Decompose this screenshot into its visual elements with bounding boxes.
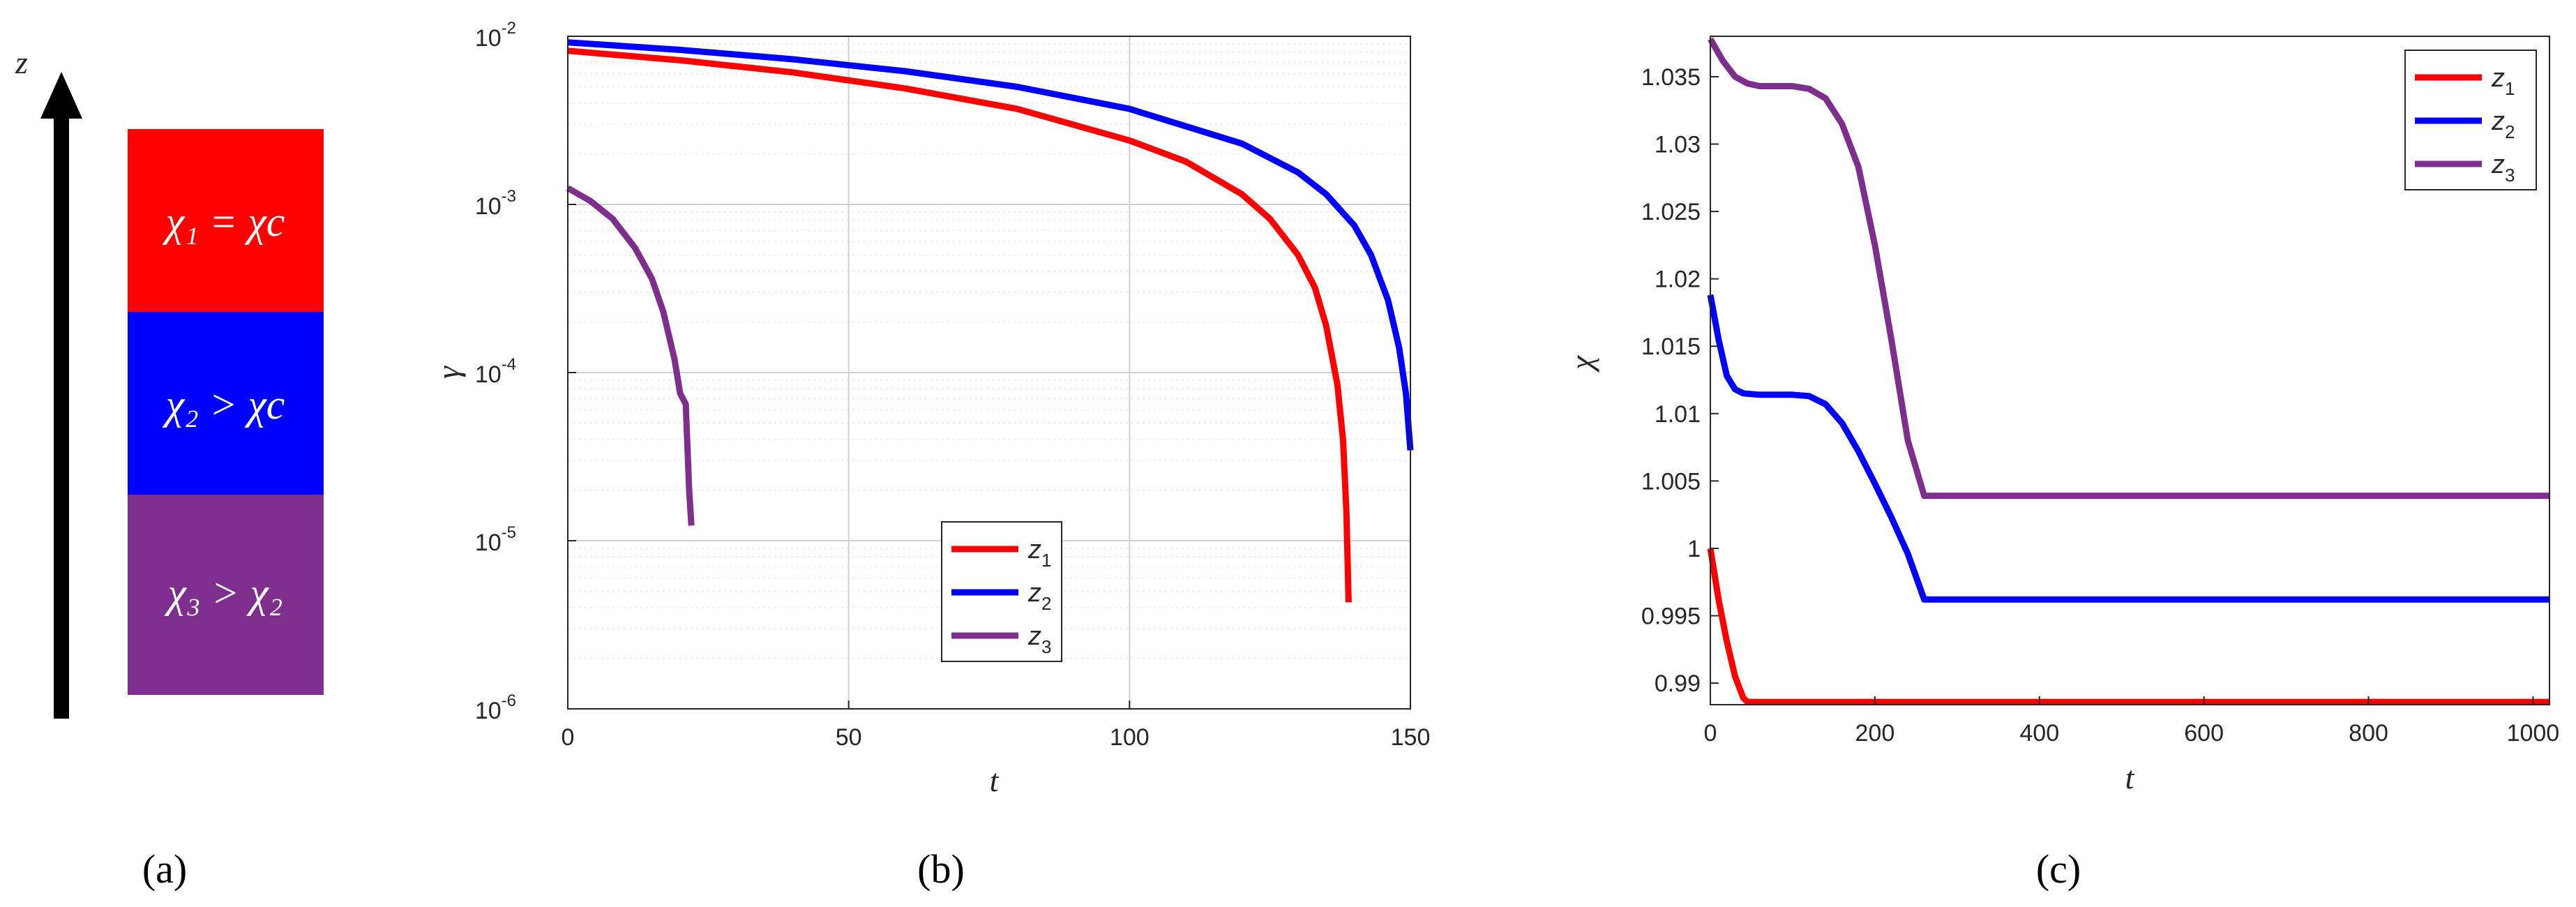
y-tick-label: 1.025 — [1641, 199, 1701, 225]
layer-1-label: χ₁ = χc — [163, 199, 285, 245]
chart-c-ylabel: χ — [1564, 354, 1599, 373]
series-line — [1708, 37, 2549, 500]
panel-label-a: (a) — [142, 846, 187, 892]
y-tick-label: 1.02 — [1655, 267, 1701, 293]
y-tick-label: 1 — [1687, 536, 1701, 562]
y-tick-label: 10-3 — [475, 187, 516, 220]
legend-entry-name: z — [2491, 107, 2505, 136]
y-tick-label: 10-6 — [475, 691, 516, 724]
y-tick-base: 10 — [475, 25, 502, 52]
panel-label-c: (c) — [2036, 846, 2081, 892]
y-tick-label: 10-4 — [475, 355, 516, 388]
y-tick-exp: -2 — [502, 19, 516, 38]
x-tick-label: 800 — [2349, 720, 2388, 747]
legend-entry-name: z — [1027, 578, 1041, 608]
legend-entry-sub: 2 — [1041, 593, 1051, 614]
series-line — [1707, 294, 2549, 603]
x-tick-label: 0 — [562, 724, 575, 751]
z-axis-arrow-head — [40, 72, 82, 119]
y-tick-label: 0.99 — [1655, 670, 1701, 697]
y-tick-exp: -4 — [502, 355, 516, 374]
legend-entry: z2 — [1027, 578, 1051, 614]
y-tick-label: 1.015 — [1641, 333, 1701, 360]
chart-c-frame — [1710, 36, 2550, 705]
legend-entry-sub: 3 — [2505, 165, 2515, 186]
legend-entry: z1 — [1027, 535, 1051, 571]
layer-3-label: χ₃ > χ₂ — [165, 570, 283, 616]
layer-1-box — [128, 129, 324, 312]
x-tick-label: 1000 — [2507, 720, 2560, 747]
legend-entry-sub: 1 — [1041, 550, 1051, 571]
chart-c-xlabel: t — [2125, 760, 2135, 795]
y-tick-base: 10 — [475, 193, 502, 220]
series-line — [1707, 548, 2549, 705]
legend-entry: z2 — [2491, 107, 2515, 142]
y-tick-label: 0.995 — [1641, 604, 1701, 630]
legend-entry-name: z — [2491, 63, 2505, 93]
y-tick-exp: -6 — [502, 691, 516, 710]
legend-entry-sub: 2 — [2505, 121, 2515, 142]
chart-c-ticks: 0 200 400 600 800 1000 0.99 0.995 1 1.005 1.01 1.01… — [1641, 64, 2559, 747]
x-tick-label: 100 — [1110, 724, 1150, 751]
y-tick-label: 10-5 — [475, 523, 516, 556]
y-tick-label: 1.01 — [1655, 401, 1701, 428]
series-line — [567, 39, 1414, 451]
x-tick-label: 150 — [1391, 724, 1431, 751]
series-line — [567, 47, 1352, 603]
y-tick-label: 1.03 — [1655, 132, 1701, 158]
x-tick-label: 600 — [2184, 720, 2224, 747]
legend-entry-name: z — [2491, 150, 2505, 179]
x-tick-label: 0 — [1704, 720, 1717, 747]
legend-entry-name: z — [1027, 622, 1041, 651]
y-tick-base: 10 — [475, 698, 502, 724]
chart-b-ylabel: γ — [430, 365, 466, 379]
y-tick-exp: -5 — [502, 523, 516, 542]
legend-entry-sub: 1 — [2505, 78, 2515, 99]
x-tick-label: 200 — [1855, 720, 1895, 747]
legend-entry: z1 — [2491, 63, 2515, 99]
layer-2-box — [128, 312, 324, 495]
chart-b-series — [566, 39, 1414, 603]
y-tick-label: 1.035 — [1641, 64, 1701, 91]
legend-entry-sub: 3 — [1041, 636, 1051, 657]
series-line — [566, 185, 695, 526]
legend-entry: z3 — [2491, 150, 2515, 186]
y-tick-label: 10-2 — [475, 19, 516, 52]
legend-entry-name: z — [1027, 535, 1041, 564]
layer-2-label: χ₂ > χc — [163, 382, 285, 428]
x-tick-label: 50 — [836, 724, 862, 751]
y-tick-base: 10 — [475, 530, 502, 556]
x-tick-label: 400 — [2019, 720, 2059, 747]
chart-c-series — [1707, 37, 2549, 705]
y-tick-exp: -3 — [502, 187, 516, 206]
z-axis-label: z — [15, 45, 28, 80]
y-tick-label: 1.005 — [1641, 468, 1701, 495]
panel-a: z χ₁ = χc χ₂ > χc χ₃ > χ₂ — [15, 45, 324, 719]
chart-c: 0 200 400 600 800 1000 0.99 0.995 1 1.005 1.01 1.01… — [1564, 36, 2559, 795]
panel-label-b: (b) — [917, 846, 965, 892]
chart-b-xlabel: t — [990, 763, 1000, 798]
legend-entry: z3 — [1027, 622, 1051, 657]
y-tick-base: 10 — [475, 361, 502, 388]
layer-3-box — [128, 495, 324, 695]
